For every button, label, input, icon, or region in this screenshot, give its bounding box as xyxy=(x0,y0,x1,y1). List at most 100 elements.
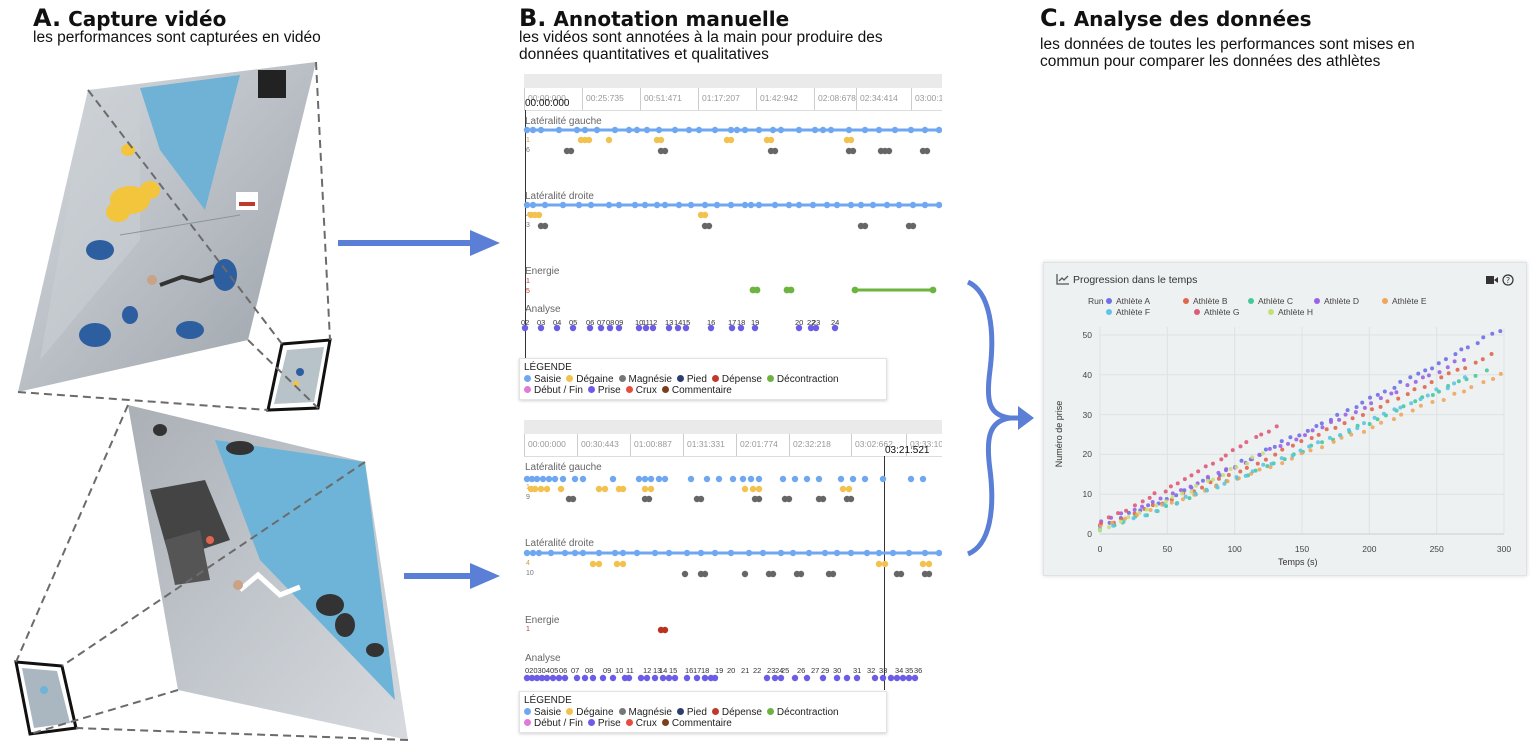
data-point xyxy=(1335,412,1340,417)
annotation-mark xyxy=(557,485,565,493)
data-point xyxy=(1107,525,1112,530)
legend-item: Décontraction xyxy=(766,707,839,718)
annotation-mark xyxy=(935,549,942,557)
data-point xyxy=(1375,392,1380,397)
data-point xyxy=(1182,477,1187,482)
svg-text:?: ? xyxy=(1506,276,1510,285)
data-point xyxy=(1216,470,1221,475)
data-point xyxy=(1234,465,1239,470)
annotation-mark xyxy=(571,475,579,483)
annotation-mark xyxy=(895,201,903,209)
x-tick-label: 250 xyxy=(1429,544,1444,554)
analyse-label: 14 xyxy=(659,666,668,675)
data-point xyxy=(1302,433,1307,438)
data-point xyxy=(1098,528,1102,533)
annotation-mark xyxy=(625,674,633,682)
data-point xyxy=(1238,444,1243,449)
annotation-mark xyxy=(745,549,753,557)
legend-athlete-h[interactable]: Athlète H xyxy=(1268,307,1313,317)
legend-athlete-e[interactable]: Athlète E xyxy=(1382,296,1427,306)
analyse-label: 04 xyxy=(553,318,562,327)
legend-athlete-b[interactable]: Athlète B xyxy=(1183,296,1228,306)
analyse-label: 09 xyxy=(603,666,612,675)
legend-dot xyxy=(524,708,531,715)
annotation-mark xyxy=(795,324,803,332)
data-point xyxy=(1455,367,1460,372)
x-tick-label: 100 xyxy=(1227,544,1242,554)
data-point xyxy=(1126,510,1131,515)
data-point xyxy=(1210,461,1215,466)
analyse-label: 07 xyxy=(597,318,606,327)
data-point xyxy=(1461,357,1466,362)
legend-label: Prise xyxy=(597,385,621,396)
legend-athlete-f[interactable]: Athlète F xyxy=(1106,307,1150,317)
legend-dot xyxy=(524,719,531,726)
video-camera-icon[interactable] xyxy=(1486,275,1498,285)
annotation-mark xyxy=(847,136,855,144)
annotation-mark xyxy=(921,201,929,209)
legend-athlete-g[interactable]: Athlète G xyxy=(1194,307,1239,317)
help-icon[interactable]: ? xyxy=(1502,274,1514,286)
annotation-mark xyxy=(875,549,883,557)
data-point xyxy=(1462,375,1467,380)
data-point xyxy=(1175,481,1180,486)
legend-label: Commentaire xyxy=(671,385,732,396)
analyse-label: 18 xyxy=(701,666,710,675)
annotation-mark xyxy=(771,201,779,209)
data-point xyxy=(1429,380,1434,385)
legend-bottom: LÉGENDE Saisie Dégaine Magnésie Pied Dépense… xyxy=(519,691,887,733)
analyse-label: 020304 xyxy=(525,666,551,675)
annotation-mark xyxy=(681,570,689,578)
data-point xyxy=(1290,443,1295,448)
data-point xyxy=(1309,436,1314,441)
timeline-top-cursor[interactable] xyxy=(525,110,526,360)
annotation-mark xyxy=(727,549,735,557)
data-point xyxy=(1154,508,1159,513)
legend-label: Magnésie xyxy=(628,374,672,385)
analyse-label: 02 xyxy=(521,318,530,327)
y-tick-label: 50 xyxy=(1082,329,1092,340)
data-point xyxy=(1401,404,1406,409)
data-point xyxy=(1263,457,1268,462)
data-point xyxy=(1481,335,1486,340)
data-point xyxy=(1140,499,1145,504)
data-point xyxy=(1405,392,1410,397)
annotation-mark xyxy=(747,475,755,483)
timeline-tick: 03:00:1 xyxy=(911,88,942,110)
data-point xyxy=(1183,494,1188,499)
data-point xyxy=(1362,405,1367,410)
annotation-mark xyxy=(797,570,805,578)
annotation-mark xyxy=(727,136,735,144)
row-label-energie: Energie xyxy=(525,615,560,626)
legend-athlete-c[interactable]: Athlète C xyxy=(1248,296,1293,306)
data-point xyxy=(1370,425,1375,430)
data-point xyxy=(1473,360,1478,365)
timeline-bottom-ticks: 00:00:000 00:30:443 01:00:887 01:31:331 … xyxy=(524,434,942,457)
timeline-tick: 01:42:942 xyxy=(756,88,814,110)
annotation-mark xyxy=(529,126,537,134)
data-point xyxy=(1225,479,1230,484)
data-point xyxy=(1329,420,1334,425)
timeline-bottom-cursor[interactable] xyxy=(884,456,885,690)
data-point xyxy=(1222,481,1227,486)
section-a-letter: A. xyxy=(33,4,62,32)
data-point xyxy=(1408,375,1413,380)
data-point xyxy=(1170,491,1175,496)
annotation-mark xyxy=(535,549,543,557)
data-point xyxy=(1405,383,1410,388)
annotation-mark xyxy=(543,485,551,493)
legend-athlete-a[interactable]: Athlète A xyxy=(1106,296,1150,306)
data-point xyxy=(1320,440,1325,445)
annotation-mark xyxy=(812,324,820,332)
analyse-label: 35 xyxy=(905,666,914,675)
legend-dot xyxy=(625,719,633,726)
annotation-mark xyxy=(579,549,587,557)
legend-item: Saisie xyxy=(524,707,561,718)
annotation-mark xyxy=(665,674,673,682)
annotation-mark xyxy=(569,495,577,503)
annotation-mark xyxy=(777,549,785,557)
legend-athlete-d[interactable]: Athlète D xyxy=(1314,296,1359,306)
data-point xyxy=(1137,510,1142,515)
annotation-mark xyxy=(593,126,601,134)
row-label-analyse: Analyse xyxy=(525,304,561,315)
